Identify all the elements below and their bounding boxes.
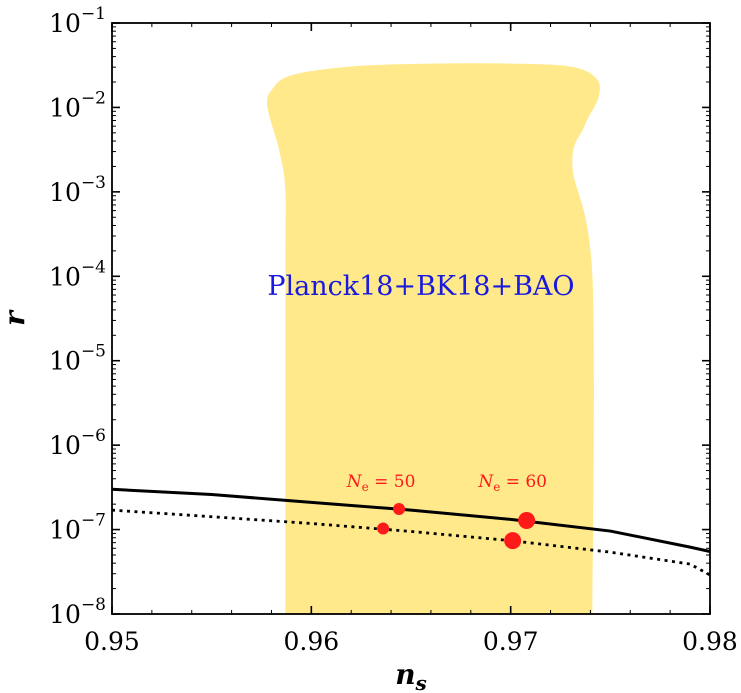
y-tick-label-0: 10−8 — [49, 595, 106, 629]
x-tick-label-0: 0.95 — [84, 627, 140, 656]
y-tick-exp: −6 — [81, 426, 106, 446]
point-label-sub: e — [362, 480, 369, 494]
y-tick-exp: −1 — [81, 4, 106, 24]
x-tick-label-1: 0.96 — [283, 627, 339, 656]
y-tick-base: 10 — [49, 516, 81, 545]
point-label-rest: = 60 — [500, 472, 547, 492]
annotations-layer: Ne = 50 Ne = 60 — [346, 472, 547, 494]
x-axis-label: ns — [395, 658, 427, 693]
data-point-1 — [518, 512, 536, 530]
x-tick-label-3: 0.98 — [682, 627, 738, 656]
y-tick-base: 10 — [49, 347, 81, 376]
y-tick-base: 10 — [49, 9, 81, 38]
y-tick-label-6: 10−2 — [49, 88, 106, 122]
x-tick-label-2: 0.97 — [483, 627, 539, 656]
y-tick-exp: −2 — [81, 88, 106, 108]
data-point-3 — [504, 532, 522, 550]
y-tick-label-7: 10−1 — [49, 4, 106, 38]
point-label-0: Ne = 50 — [346, 472, 416, 494]
point-label-base: N — [346, 472, 363, 492]
data-point-0 — [393, 503, 406, 516]
y-tick-exp: −3 — [81, 173, 106, 193]
y-tick-exp: −5 — [81, 342, 106, 362]
y-tick-label-4: 10−4 — [49, 257, 106, 291]
x-tick-labels: 0.95 0.96 0.97 0.98 — [84, 627, 738, 656]
series-line-0 — [111, 487, 711, 553]
y-tick-base: 10 — [49, 600, 81, 629]
y-tick-base: 10 — [49, 178, 81, 207]
points-layer — [377, 503, 536, 550]
y-tick-labels: 10−810−710−610−510−410−310−210−1 — [49, 4, 106, 629]
y-tick-exp: −8 — [81, 595, 106, 615]
y-tick-base: 10 — [49, 93, 81, 122]
series-layer — [111, 487, 711, 577]
plot-frame — [111, 22, 711, 615]
y-tick-base: 10 — [49, 431, 81, 460]
y-tick-label-5: 10−3 — [49, 173, 106, 207]
planck-region — [266, 63, 600, 614]
y-tick-exp: −7 — [81, 511, 106, 531]
x-axis-label-main: n — [395, 658, 415, 691]
x-axis-label-sub: s — [415, 671, 427, 693]
y-tick-label-2: 10−6 — [49, 426, 106, 460]
data-point-2 — [377, 522, 390, 535]
y-tick-base: 10 — [49, 262, 81, 291]
y-axis-label: r — [0, 309, 31, 326]
region-label: Planck18+BK18+BAO — [267, 271, 574, 302]
point-label-rest: = 50 — [369, 472, 416, 492]
y-tick-exp: −4 — [81, 257, 106, 277]
ticks-layer — [111, 22, 711, 615]
point-label-sub: e — [493, 480, 500, 494]
point-label-base: N — [477, 472, 494, 492]
y-tick-label-1: 10−7 — [49, 511, 106, 545]
y-tick-label-3: 10−5 — [49, 342, 106, 376]
point-label-1: Ne = 60 — [477, 472, 547, 494]
